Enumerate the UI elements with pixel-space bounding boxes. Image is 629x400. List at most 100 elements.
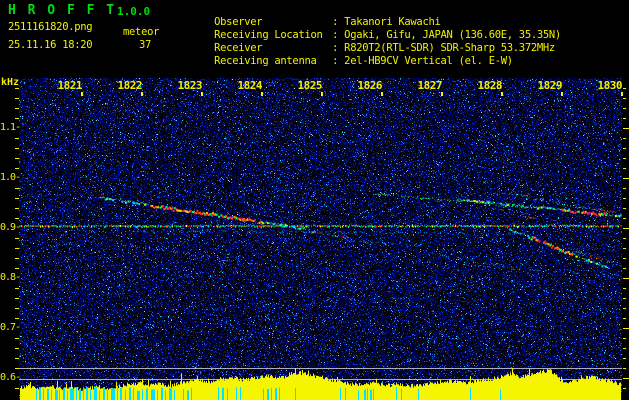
freq-major-tick-right [623,378,629,379]
echo-count: 37 [139,39,152,51]
freq-label: 0.8- [0,272,21,283]
output-filename: 2511161820.png [8,21,93,33]
freq-minor-tick [15,258,19,259]
freq-minor-tick-right [623,168,626,169]
freq-minor-tick-right [623,158,626,159]
freq-label: 0.7- [0,322,21,333]
app-version: 1.0.0 [117,5,151,18]
freq-minor-tick-right [623,138,626,139]
freq-minor-tick-right [623,388,626,389]
time-label-1826: 1826 [357,79,383,92]
info-value: Takanori Kawachi [344,16,441,28]
freq-major-tick-right [623,228,629,229]
freq-minor-tick [15,308,19,309]
freq-major-tick-right [623,328,629,329]
freq-minor-tick [15,288,19,289]
freq-minor-tick [15,168,19,169]
time-label-1823: 1823 [177,79,203,92]
freq-minor-tick [15,98,19,99]
app-title: H R O F F T [8,3,117,18]
time-tick [321,92,323,96]
freq-minor-tick [15,118,19,119]
freq-minor-tick-right [623,238,626,239]
freq-minor-tick-right [623,198,626,199]
info-label: Receiver [214,42,263,54]
freq-minor-tick [15,108,19,109]
freq-major-tick-right [623,178,629,179]
freq-minor-tick [15,88,19,89]
time-label-1825: 1825 [297,79,323,92]
freq-major-tick-right [623,278,629,279]
colon: : [332,16,339,28]
time-tick [381,92,383,96]
mode-label: meteor [123,26,160,38]
freq-minor-tick [15,188,19,189]
freq-minor-tick [15,238,19,239]
freq-minor-tick [15,388,19,389]
time-tick [561,92,563,96]
freq-minor-tick-right [623,208,626,209]
freq-minor-tick [15,268,19,269]
freq-minor-tick [15,318,19,319]
time-tick [621,92,623,96]
colon: : [332,29,339,41]
info-label: Observer [214,16,263,28]
colon: : [332,42,339,54]
time-tick [201,92,203,96]
freq-minor-tick-right [623,288,626,289]
freq-minor-tick-right [623,308,626,309]
freq-minor-tick-right [623,358,626,359]
time-tick [441,92,443,96]
info-label: Receiving Location [214,29,323,41]
freq-minor-tick-right [623,298,626,299]
freq-label: 0.6- [0,372,21,383]
freq-minor-tick-right [623,188,626,189]
freq-minor-tick [15,148,19,149]
freq-axis-unit: kHz [1,77,20,88]
colon: : [332,55,339,67]
info-label: Receiving antenna [214,55,317,67]
freq-minor-tick [15,198,19,199]
time-label-1824: 1824 [237,79,263,92]
freq-minor-tick-right [623,148,626,149]
freq-label: 1.1- [0,122,21,133]
time-label-1822: 1822 [117,79,143,92]
time-label-1828: 1828 [477,79,503,92]
freq-minor-tick-right [623,88,626,89]
spectrogram-canvas [19,78,622,400]
datetime-label: 25.11.16 18:20 [8,39,93,51]
freq-minor-tick [15,348,19,349]
info-value: 2el-HB9CV Vertical (el. E-W) [344,55,513,67]
freq-major-tick-right [623,128,629,129]
time-label-1829: 1829 [537,79,563,92]
info-row-location: Receiving Location: Ogaki, Gifu, JAPAN (1… [178,17,561,53]
info-row-observer: Observer: Takanori Kawachi [178,4,441,40]
freq-minor-tick-right [623,348,626,349]
freq-minor-tick-right [623,98,626,99]
info-value: Ogaki, Gifu, JAPAN (136.60E, 35.35N) [344,29,561,41]
freq-minor-tick [15,248,19,249]
time-tick [261,92,263,96]
time-label-1830: 1830 [597,79,623,92]
freq-minor-tick-right [623,118,626,119]
freq-minor-tick-right [623,218,626,219]
freq-minor-tick [15,208,19,209]
freq-label: 0.9- [0,222,21,233]
freq-minor-tick-right [623,318,626,319]
freq-minor-tick [15,358,19,359]
time-label-1827: 1827 [417,79,443,92]
freq-minor-tick [15,338,19,339]
freq-minor-tick-right [623,338,626,339]
freq-minor-tick [15,298,19,299]
time-tick [81,92,83,96]
freq-minor-tick [15,138,19,139]
time-tick [501,92,503,96]
freq-minor-tick [15,218,19,219]
freq-minor-tick-right [623,268,626,269]
freq-minor-tick-right [623,258,626,259]
info-row-receiver: Receiver: R820T2(RTL-SDR) SDR-Sharp 53.37… [178,30,555,66]
freq-minor-tick [15,368,19,369]
freq-minor-tick-right [623,248,626,249]
time-tick [141,92,143,96]
